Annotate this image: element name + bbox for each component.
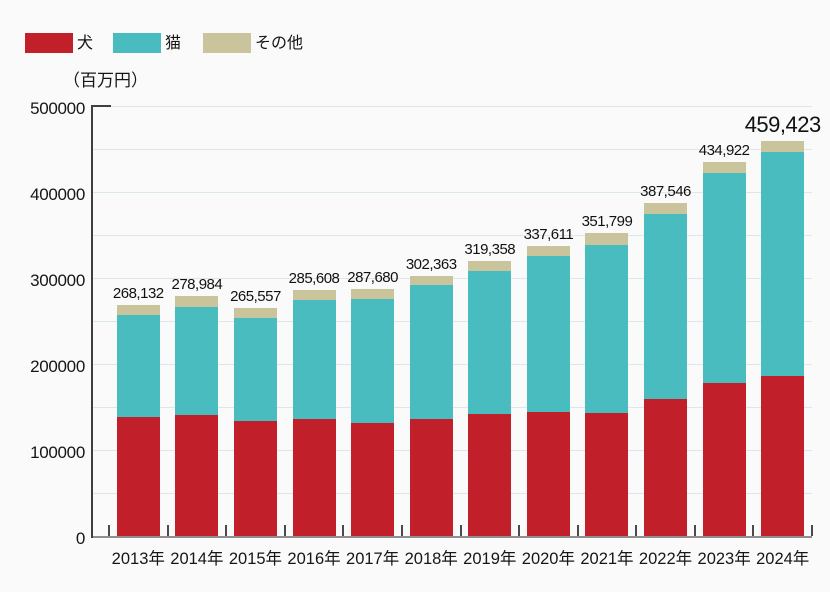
bar-segment-2019-dog — [468, 414, 512, 536]
x-axis-tick-10 — [693, 525, 696, 536]
y-tick-label-300000: 300000 — [30, 271, 85, 290]
y-axis-unit-label: （百万円） — [63, 71, 148, 90]
legend-label-other: その他 — [255, 35, 304, 52]
x-axis-tick-2 — [225, 525, 228, 536]
x-axis-label-2019: 2019年 — [463, 550, 517, 568]
bar-segment-2020-dog — [526, 411, 570, 536]
y-tick-label-400000: 400000 — [30, 185, 85, 204]
x-axis-tick-8 — [576, 525, 579, 536]
bar-segment-2013-cat — [116, 315, 160, 417]
legend-label-dog: 犬 — [77, 35, 94, 52]
x-axis-tick-6 — [459, 525, 462, 536]
y-axis-line — [91, 106, 93, 538]
y-tick-label-100000: 100000 — [30, 443, 85, 462]
bar-segment-2016-cat — [292, 300, 336, 419]
bar-segment-2022-dog — [644, 399, 688, 536]
bar-segment-2024-other — [761, 140, 805, 152]
bar-segment-2023-dog — [702, 383, 746, 536]
bar-segment-2015-other — [233, 307, 277, 318]
bar-segment-2019-cat — [468, 271, 512, 415]
x-axis-tick-7 — [518, 525, 521, 536]
bar-total-label-2021: 351,799 — [581, 213, 633, 231]
bar-total-label-2023: 434,922 — [698, 141, 750, 159]
bar-total-label-2020: 337,611 — [523, 225, 574, 243]
bar-segment-2016-dog — [292, 418, 336, 536]
x-axis-tick-12 — [811, 525, 813, 536]
x-axis-tick-1 — [166, 525, 169, 536]
gridline-400000 — [93, 191, 812, 193]
x-axis-label-2015: 2015年 — [228, 550, 283, 568]
x-axis-label-2023: 2023年 — [697, 550, 751, 568]
x-axis-tick-5 — [400, 525, 403, 536]
bar-segment-2014-cat — [175, 307, 219, 416]
bar-segment-2021-cat — [585, 244, 629, 413]
gridline-450000 — [93, 148, 812, 150]
x-axis-line — [93, 536, 812, 538]
x-axis-label-2021: 2021年 — [580, 550, 634, 568]
bar-segment-2023-other — [702, 161, 746, 173]
bar-segment-2021-dog — [585, 412, 629, 536]
x-axis-tick-11 — [752, 525, 755, 536]
bar-segment-2014-other — [175, 296, 219, 308]
x-axis-tick-3 — [283, 525, 286, 536]
bar-total-label-2018: 302,363 — [405, 255, 457, 273]
bar-segment-2022-cat — [644, 213, 688, 400]
bar-total-label-2022: 387,546 — [640, 182, 691, 200]
bar-segment-2017-dog — [351, 422, 395, 536]
bar-total-label-2013: 268,132 — [112, 285, 164, 303]
x-axis-label-2022: 2022年 — [638, 550, 693, 568]
bar-segment-2018-dog — [409, 418, 453, 536]
gridline-350000 — [93, 234, 812, 236]
bar-total-label-2016: 285,608 — [288, 270, 340, 288]
y-tick-label-500000: 500000 — [30, 99, 85, 118]
bar-segment-2019-other — [468, 261, 512, 272]
bar-segment-2020-other — [526, 245, 570, 256]
y-axis-top-cap — [91, 105, 111, 107]
x-axis-label-2016: 2016年 — [287, 550, 341, 568]
x-axis-tick-9 — [635, 525, 638, 536]
x-axis-label-2024: 2024年 — [756, 550, 810, 568]
x-axis-label-2013: 2013年 — [111, 550, 165, 568]
y-tick-label-0: 0 — [75, 529, 85, 548]
bar-segment-2017-cat — [351, 298, 395, 423]
bar-segment-2021-other — [585, 233, 629, 245]
bar-segment-2016-other — [292, 290, 336, 301]
x-axis-label-2020: 2020年 — [521, 550, 575, 568]
bar-segment-2023-cat — [702, 172, 746, 384]
bar-segment-2013-other — [116, 305, 160, 316]
legend-swatch-dog — [25, 33, 73, 53]
gridline-500000 — [93, 105, 812, 107]
x-axis-tick-0 — [108, 525, 110, 536]
bar-total-label-2017: 287,680 — [347, 268, 398, 286]
bar-total-label-2014: 278,984 — [171, 276, 223, 294]
bar-total-label-2015: 265,557 — [230, 287, 281, 305]
x-axis-label-2017: 2017年 — [346, 550, 400, 568]
y-tick-label-200000: 200000 — [30, 357, 85, 376]
bar-total-label-2024: 459,423 — [744, 111, 822, 137]
bar-segment-2014-dog — [175, 415, 219, 536]
legend-swatch-other — [203, 33, 251, 53]
bar-segment-2018-other — [409, 275, 453, 286]
x-axis-label-2014: 2014年 — [170, 550, 224, 568]
bar-segment-2024-cat — [761, 151, 805, 377]
legend-swatch-cat — [113, 33, 161, 53]
bar-segment-2022-other — [644, 202, 688, 214]
bar-segment-2024-dog — [761, 376, 805, 536]
x-axis-tick-4 — [342, 525, 345, 536]
x-axis-label-2018: 2018年 — [404, 550, 458, 568]
bar-segment-2013-dog — [116, 416, 160, 536]
bar-segment-2020-cat — [526, 255, 570, 412]
bar-segment-2015-cat — [233, 317, 277, 422]
legend-label-cat: 猫 — [165, 35, 182, 52]
bar-segment-2017-other — [351, 288, 395, 299]
bar-segment-2015-dog — [233, 421, 277, 536]
bar-segment-2018-cat — [409, 285, 453, 419]
bar-total-label-2019: 319,358 — [464, 241, 516, 259]
